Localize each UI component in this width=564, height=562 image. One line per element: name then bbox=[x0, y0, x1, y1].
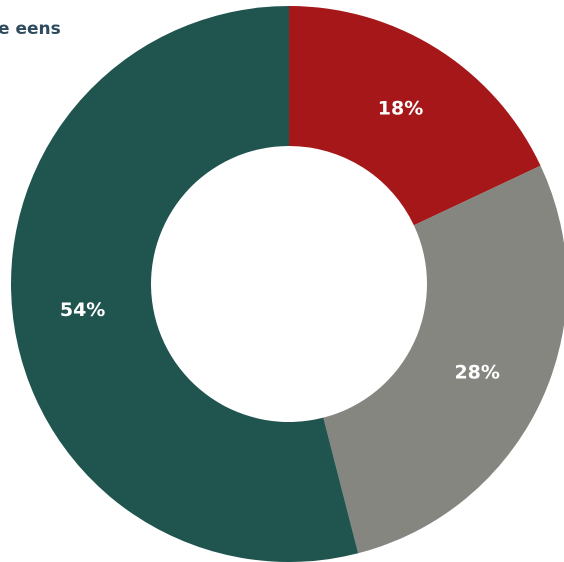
data-label-2: 28% bbox=[454, 362, 499, 384]
data-label-1: 18% bbox=[378, 97, 423, 119]
donut-slice-2 bbox=[323, 165, 564, 554]
donut-slice-3 bbox=[11, 6, 359, 562]
legend-label: e eens bbox=[0, 19, 61, 39]
data-labels: 18% 28% 54% bbox=[60, 97, 500, 383]
data-label-3: 54% bbox=[60, 299, 105, 321]
donut-slice-1 bbox=[289, 6, 541, 226]
donut-slices bbox=[11, 6, 564, 562]
